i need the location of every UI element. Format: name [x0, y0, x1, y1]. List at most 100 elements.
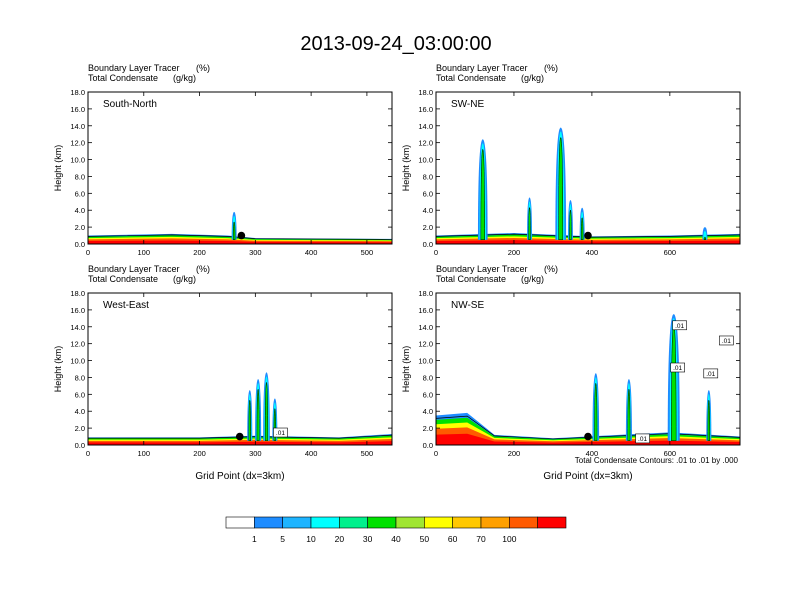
header-condensate-unit: (g/kg) — [521, 73, 544, 83]
colorbar-swatch — [424, 516, 453, 529]
x-tick-label: 200 — [193, 449, 206, 458]
y-tick-label: 6.0 — [423, 189, 433, 198]
y-tick-label: 18.0 — [418, 88, 433, 97]
y-tick-label: 8.0 — [423, 172, 433, 181]
y-tick-label: 14.0 — [70, 122, 85, 131]
tracer-band-5 — [436, 240, 740, 244]
y-tick-label: 12.0 — [70, 139, 85, 148]
colorbar-label: 30 — [363, 534, 373, 544]
location-marker — [235, 432, 244, 441]
y-tick-label: 14.0 — [418, 323, 433, 332]
x-tick-label: 400 — [586, 449, 599, 458]
colorbar-swatch — [452, 516, 482, 529]
y-tick-label: 8.0 — [423, 373, 433, 382]
y-tick-label: 8.0 — [75, 172, 85, 181]
contour-label-box — [670, 362, 685, 373]
panel-label: SW-NE — [451, 99, 484, 110]
contour-label: .01 — [706, 371, 715, 378]
contour-label: .01 — [276, 430, 285, 437]
contour-label: .01 — [675, 323, 684, 330]
x-tick-label: 100 — [138, 449, 151, 458]
y-tick-label: 12.0 — [418, 139, 433, 148]
plume-core — [256, 388, 260, 442]
contour-label-box — [635, 433, 650, 444]
x-axis-label: Grid Point (dx=3km) — [195, 471, 284, 482]
colorbar-label: 100 — [502, 534, 516, 544]
tracer-contour-line — [435, 233, 741, 238]
colorbar-label: 40 — [391, 534, 401, 544]
header-condensate-unit: (g/kg) — [521, 274, 544, 284]
contour-label-box — [273, 427, 288, 438]
y-tick-label: 8.0 — [75, 373, 85, 382]
tracer-band-4 — [436, 427, 740, 445]
colorbar-swatch — [254, 516, 283, 529]
contour-info-note: Total Condensate Contours: .01 to .01 by… — [575, 456, 739, 465]
panel-south-north: Boundary Layer Tracer (%) Total Condensate… — [53, 63, 393, 257]
y-tick-label: 0.0 — [75, 441, 85, 450]
y-tick-label: 10.0 — [418, 357, 433, 366]
colorbar-swatch — [339, 516, 368, 529]
y-tick-label: 10.0 — [418, 156, 433, 165]
plume-core — [627, 388, 631, 442]
colorbar-swatch — [310, 516, 340, 529]
y-tick-label: 6.0 — [423, 390, 433, 399]
colorbar-label: 70 — [476, 534, 486, 544]
cloud-plume — [263, 372, 270, 442]
cloud-plume — [567, 200, 573, 241]
tracer-contour-line — [87, 234, 393, 240]
header-tracer-label: Boundary Layer Tracer — [88, 264, 180, 274]
cloud-plume — [527, 197, 533, 241]
plume-core — [594, 382, 598, 442]
x-tick-label: 0 — [434, 248, 438, 257]
panels-group: Boundary Layer Tracer (%) Total Condensate… — [53, 63, 741, 482]
x-tick-label: 400 — [305, 449, 318, 458]
header-tracer-unit: (%) — [196, 63, 210, 73]
plot-frame — [435, 292, 741, 446]
figure-title: 2013-09-24_03:00:00 — [300, 33, 491, 55]
cloud-plume — [255, 379, 262, 442]
cloud-plume — [667, 314, 680, 442]
header-tracer-label: Boundary Layer Tracer — [436, 63, 528, 73]
y-tick-label: 4.0 — [423, 407, 433, 416]
cloud-plume — [247, 390, 253, 442]
y-tick-label: 2.0 — [423, 424, 433, 433]
colorbar-swatch — [509, 516, 538, 529]
x-tick-label: 0 — [86, 449, 90, 458]
contour-label: .01 — [673, 365, 682, 372]
x-tick-label: 300 — [249, 449, 262, 458]
contour-label-box — [703, 368, 719, 379]
cloud-plume — [702, 227, 708, 241]
location-marker — [584, 231, 592, 240]
header-tracer-unit: (%) — [196, 264, 210, 274]
y-tick-label: 4.0 — [75, 206, 85, 215]
plume-core — [580, 217, 584, 241]
header-tracer-unit: (%) — [544, 63, 558, 73]
colorbar-swatch — [225, 516, 255, 529]
plot-frame — [87, 292, 393, 446]
plume-core — [528, 207, 531, 241]
x-tick-label: 100 — [138, 248, 151, 257]
y-tick-label: 6.0 — [75, 189, 85, 198]
y-tick-label: 16.0 — [418, 105, 433, 114]
cloud-plume — [231, 211, 237, 241]
cloud-plume — [579, 207, 585, 241]
contour-label-box — [672, 320, 687, 331]
panel-label: West-East — [103, 300, 149, 311]
colorbar: 1 5 10 20 30 40 50 60 70 100 — [225, 516, 567, 544]
plume-core — [232, 221, 236, 241]
y-tick-label: 2.0 — [75, 223, 85, 232]
y-axis-label: Height (km) — [53, 346, 63, 393]
plume-core — [480, 149, 485, 241]
y-tick-label: 10.0 — [70, 156, 85, 165]
y-tick-label: 18.0 — [70, 289, 85, 298]
x-axis-label: Grid Point (dx=3km) — [543, 471, 632, 482]
header-tracer-label: Boundary Layer Tracer — [436, 264, 528, 274]
location-marker — [237, 231, 246, 240]
y-tick-label: 14.0 — [418, 122, 433, 131]
colorbar-label: 60 — [448, 534, 458, 544]
x-tick-label: 0 — [86, 248, 90, 257]
x-tick-label: 400 — [305, 248, 318, 257]
colorbar-swatch — [282, 516, 312, 529]
tracer-band-5 — [436, 433, 740, 445]
